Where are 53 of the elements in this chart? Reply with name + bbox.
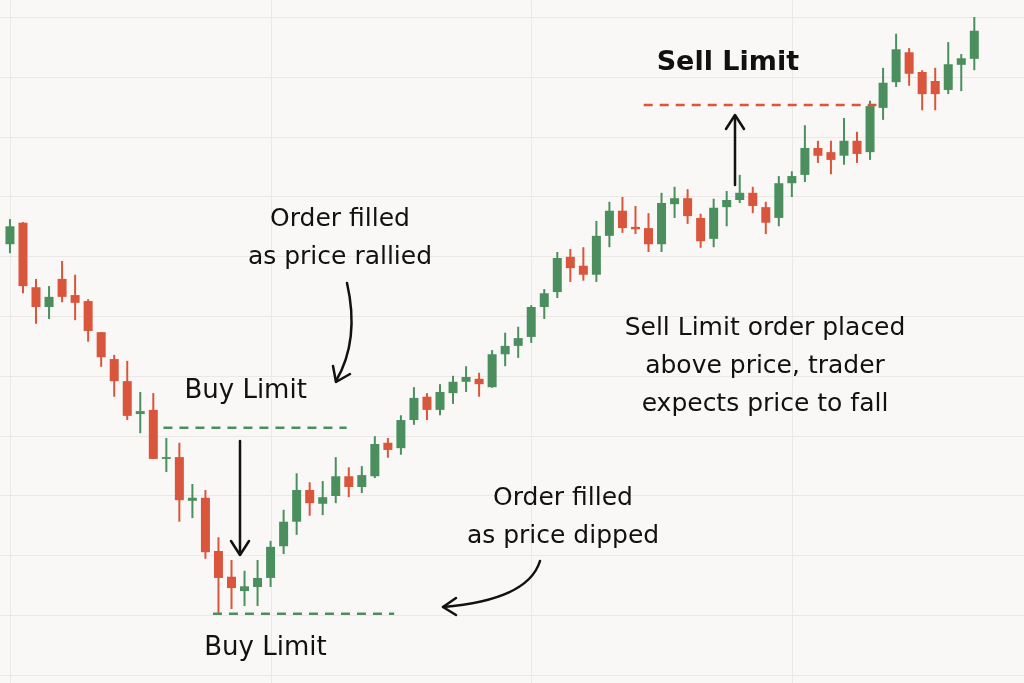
candlestick [435,383,445,417]
candlestick [5,218,15,255]
candlestick [683,188,693,225]
candlestick [331,456,341,505]
candlestick [539,288,549,320]
candlestick [735,173,745,204]
candlestick [839,117,849,166]
candlestick [161,436,171,474]
candlestick [187,483,197,520]
candlestick [696,212,706,249]
candlestick [226,558,236,611]
candlestick [670,185,680,219]
ref-line-label: Buy Limit [204,630,327,661]
candlestick [474,371,484,398]
annotation: Order filled as price rallied [247,203,433,270]
candlestick [448,374,458,405]
candlestick [344,466,354,499]
candlestick [578,246,588,282]
candlestick [240,569,250,608]
candlestick [109,353,119,398]
candlestick [617,195,627,234]
candlestick [44,285,54,320]
candlestick [917,69,927,112]
candlestick [722,190,732,228]
candlestick [904,47,914,87]
candlestick [513,325,523,359]
candlestick [500,331,510,368]
candlestick [409,386,419,426]
candlestick [461,365,471,393]
candlestick [852,130,862,164]
candlestick [813,139,823,164]
candlestick [748,185,758,215]
candlestick [956,53,966,93]
candlestick [357,465,367,495]
ref-line-label: Buy Limit [184,373,307,404]
candlestick [787,170,797,198]
annotation: Order filled as price dipped [466,482,660,549]
candlestick [565,248,575,283]
candlestick [318,480,328,517]
candlestick [253,558,263,608]
candlestick [644,212,654,254]
annotation: Sell Limit order placed above price, trader expects price to fall [624,312,906,417]
candlestick [135,390,145,435]
candlestick [57,259,67,304]
candlestick [31,277,41,325]
ref-line-label: Sell Limit [656,44,800,76]
candlestick [422,392,432,422]
candlestick [826,139,836,176]
candlestick [761,200,771,236]
candlestick [930,66,940,112]
candlestick [70,273,80,322]
candlestick [383,436,393,459]
candlestick [305,481,315,517]
